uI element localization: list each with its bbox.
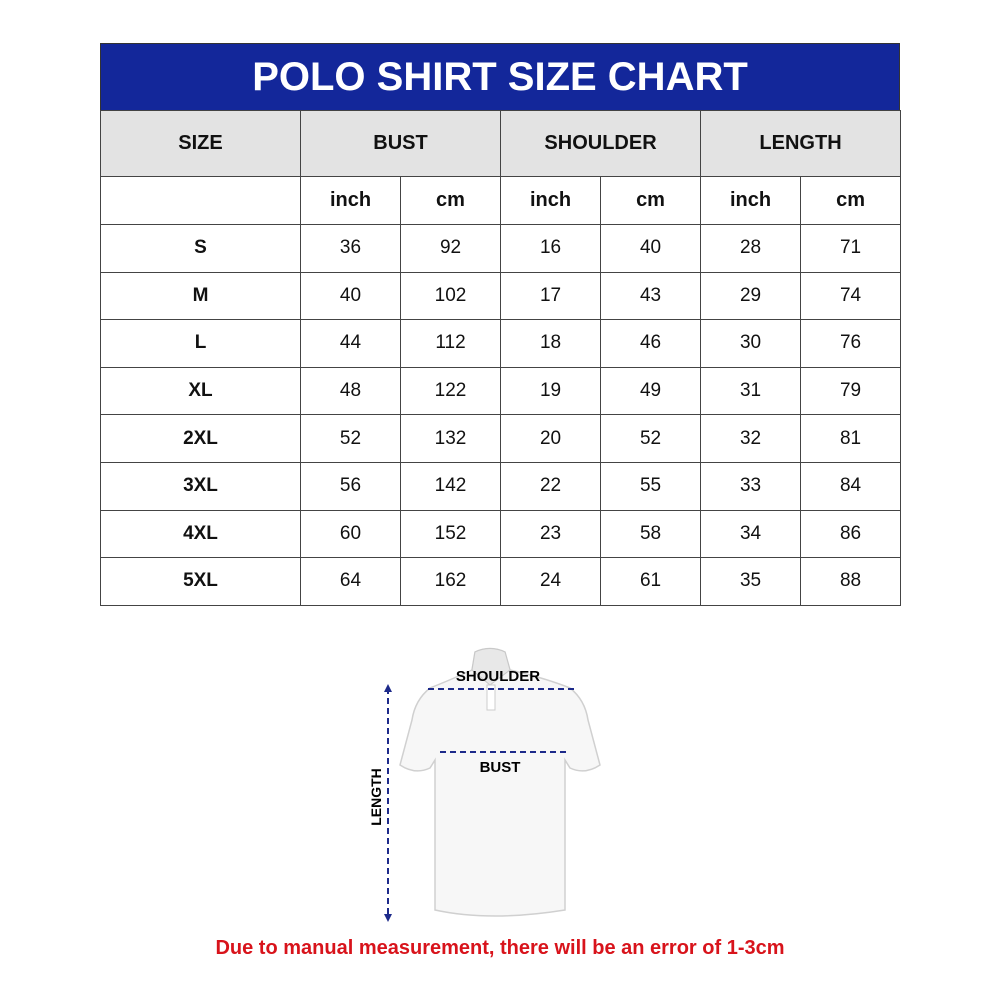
value-cell: 102 [399, 271, 502, 321]
polo-shirt-diagram: SHOULDER BUST LENGTH [368, 647, 601, 922]
table-row: 4XL 60 152 23 58 34 86 [100, 509, 902, 559]
table-row: S 36 92 16 40 28 71 [100, 224, 902, 273]
measurement-note: Due to manual measurement, there will be… [215, 937, 785, 959]
value-cell: 30 [700, 319, 802, 368]
size-cell: XL [100, 366, 301, 416]
header-row: SIZE BUST SHOULDER LENGTH [100, 110, 902, 177]
size-cell: 5XL [100, 557, 301, 606]
value-cell: 22 [500, 461, 602, 511]
value-cell: 35 [700, 557, 802, 606]
value-cell: 84 [800, 461, 902, 511]
value-cell: 19 [500, 366, 602, 416]
table-row: XL 48 122 19 49 31 79 [100, 366, 902, 416]
value-cell: 64 [300, 557, 401, 606]
value-cell: 122 [399, 366, 502, 416]
value-cell: 76 [800, 319, 902, 368]
value-cell: 86 [800, 509, 902, 559]
value-cell: 16 [500, 224, 602, 273]
value-cell: 92 [399, 224, 502, 273]
value-cell: 58 [600, 509, 702, 559]
size-cell: 4XL [100, 509, 301, 559]
value-cell: 17 [500, 271, 602, 321]
value-cell: 88 [800, 557, 902, 606]
value-cell: 142 [399, 461, 502, 511]
bust-header: BUST [299, 110, 502, 177]
length-label: LENGTH [368, 768, 384, 826]
size-header: SIZE [100, 110, 301, 177]
value-cell: 36 [300, 224, 401, 273]
value-cell: 132 [399, 414, 502, 463]
chart-title: POLO SHIRT SIZE CHART [100, 43, 900, 111]
table-row: L 44 112 18 46 30 76 [100, 319, 902, 368]
value-cell: 79 [800, 366, 902, 416]
value-cell: 48 [300, 366, 401, 416]
unit-label: inch [300, 176, 401, 225]
value-cell: 112 [399, 319, 502, 368]
value-cell: 49 [600, 366, 702, 416]
value-cell: 20 [500, 414, 602, 463]
size-cell: 2XL [100, 414, 301, 463]
arrow-head [384, 914, 392, 922]
value-cell: 162 [399, 557, 502, 606]
value-cell: 81 [800, 414, 902, 463]
size-cell: L [100, 319, 301, 368]
value-cell: 33 [700, 461, 802, 511]
value-cell: 71 [800, 224, 902, 273]
table-row: 5XL 64 162 24 61 35 88 [100, 557, 902, 606]
unit-label: cm [800, 176, 902, 225]
value-cell: 52 [300, 414, 401, 463]
value-cell: 24 [500, 557, 602, 606]
value-cell: 74 [800, 271, 902, 321]
value-cell: 44 [300, 319, 401, 368]
table-row: 3XL 56 142 22 55 33 84 [100, 461, 902, 511]
shoulder-label: SHOULDER [456, 668, 540, 685]
shoulder-header: SHOULDER [500, 110, 702, 177]
value-cell: 152 [399, 509, 502, 559]
bust-label: BUST [480, 759, 521, 776]
shirt-body [399, 647, 601, 917]
table-row: 2XL 52 132 20 52 32 81 [100, 414, 902, 463]
value-cell: 40 [600, 224, 702, 273]
value-cell: 40 [300, 271, 401, 321]
value-cell: 34 [700, 509, 802, 559]
size-table: SIZE BUST SHOULDER LENGTH inch cm inch c… [100, 110, 902, 606]
unit-label: inch [700, 176, 802, 225]
unit-label: cm [399, 176, 502, 225]
value-cell: 60 [300, 509, 401, 559]
placket [486, 684, 496, 711]
size-cell: S [100, 224, 301, 273]
arrow-head [384, 684, 392, 692]
unit-row: inch cm inch cm inch cm [100, 176, 902, 225]
unit-blank [100, 176, 301, 225]
collar [471, 648, 511, 686]
value-cell: 56 [300, 461, 401, 511]
value-cell: 23 [500, 509, 602, 559]
unit-label: inch [500, 176, 602, 225]
value-cell: 18 [500, 319, 602, 368]
value-cell: 55 [600, 461, 702, 511]
value-cell: 28 [700, 224, 802, 273]
value-cell: 61 [600, 557, 702, 606]
size-cell: 3XL [100, 461, 301, 511]
value-cell: 29 [700, 271, 802, 321]
value-cell: 46 [600, 319, 702, 368]
value-cell: 31 [700, 366, 802, 416]
unit-label: cm [600, 176, 702, 225]
value-cell: 43 [600, 271, 702, 321]
length-header: LENGTH [700, 110, 902, 177]
size-cell: M [100, 271, 301, 321]
value-cell: 52 [600, 414, 702, 463]
table-row: M 40 102 17 43 29 74 [100, 271, 902, 321]
value-cell: 32 [700, 414, 802, 463]
